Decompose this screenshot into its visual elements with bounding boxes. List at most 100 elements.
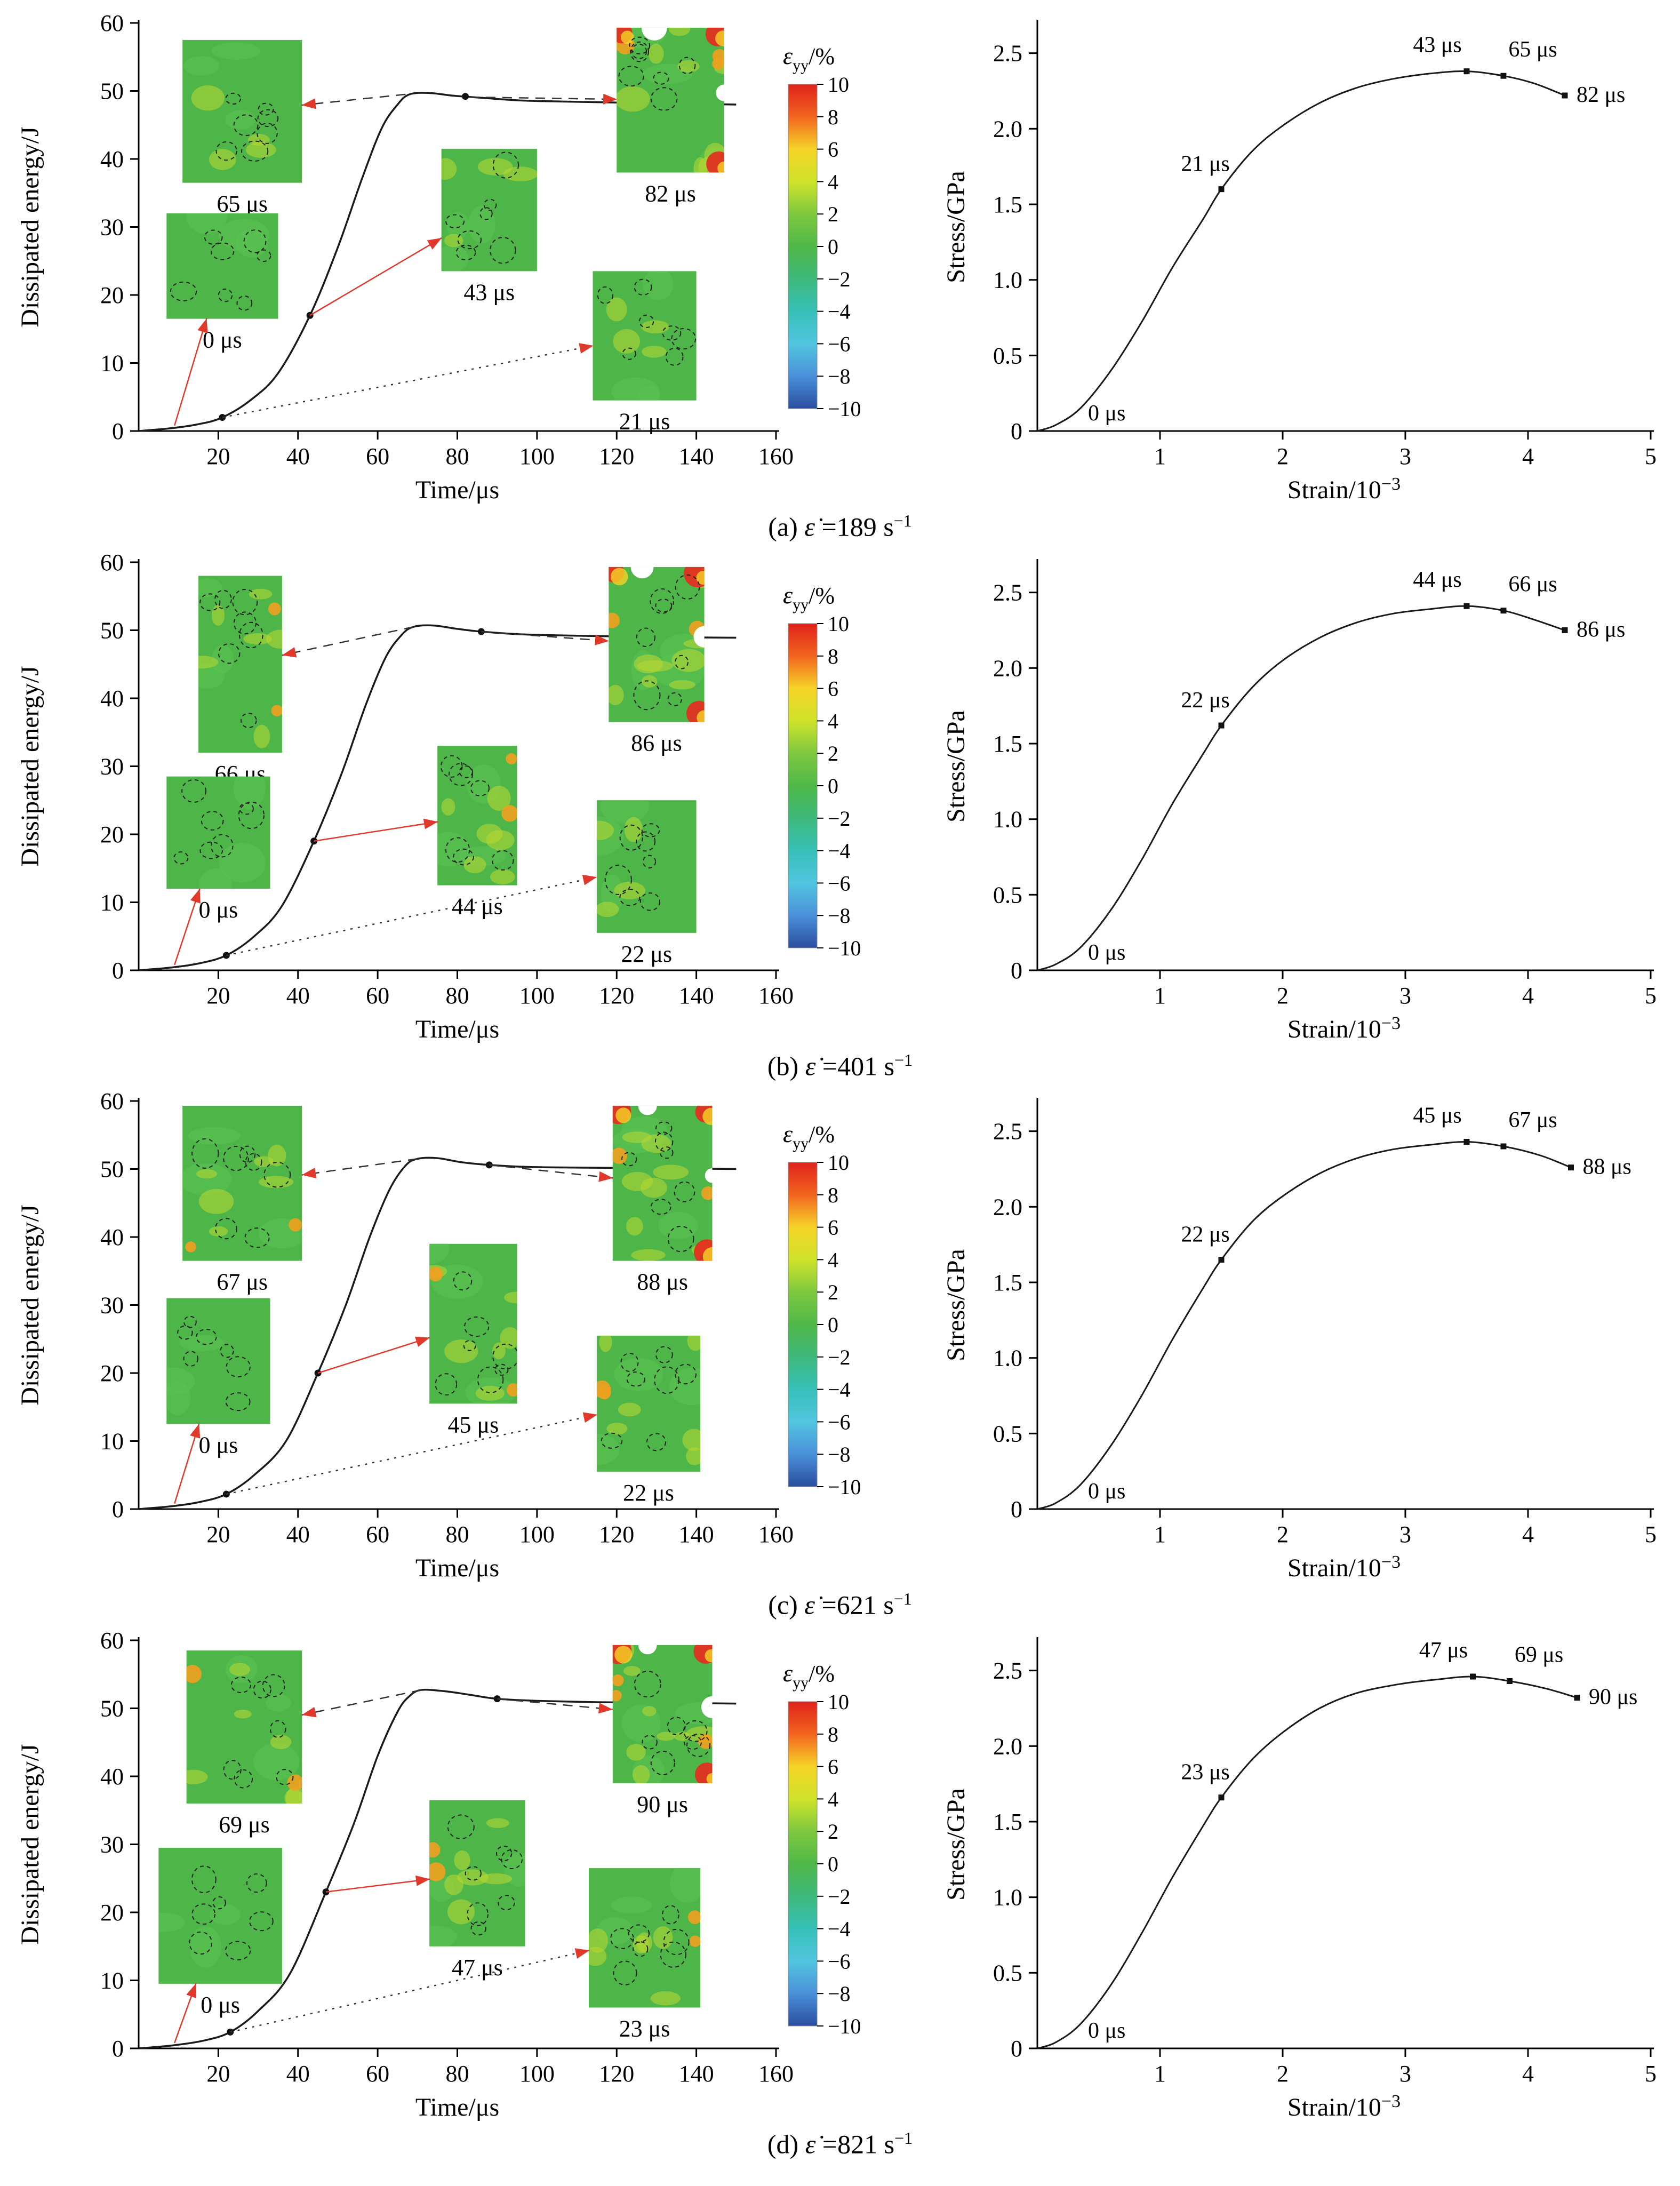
point-label: 82 μs [1577,83,1625,107]
hot-blob [506,753,517,764]
void-outline [245,1153,262,1171]
strain-blob [596,901,619,917]
hot-blob [698,1734,713,1749]
inset-label: 69 μs [219,1812,270,1838]
x-tick-label: 20 [206,1521,230,1547]
inset-label: 21 μs [619,409,670,435]
void-outline [491,850,514,871]
inset-specimen: 22 μs [596,800,697,967]
colorbar-tick-label: 4 [828,1248,838,1272]
colorbar-tick-label: 8 [828,1183,838,1207]
y-axis-title: Dissipated energy/J [16,126,44,327]
y-tick-label: 40 [100,1224,124,1250]
void-outline [490,237,516,264]
void-outline [662,325,682,341]
void-outline [218,643,241,664]
arrowhead [301,98,316,109]
inset-label: 67 μs [217,1269,268,1295]
colorbar-tick-label: −6 [828,871,851,895]
x-tick-label: 4 [1522,443,1534,469]
texture-blob [266,1694,291,1712]
damage-halo [614,1646,633,1664]
hot-blob [687,1910,701,1925]
void-outline [173,851,189,865]
void-outline [501,1849,523,1870]
y-axis-title: Dissipated energy/J [16,666,44,866]
y-tick-label: 60 [100,1627,124,1654]
y-tick-label: 50 [100,1695,124,1721]
arrowhead [415,1875,430,1886]
specimen-detail [429,1814,525,1946]
data-point [1463,603,1470,609]
void-outline [453,1271,473,1291]
void-outline [653,71,669,85]
x-tick-label: 5 [1645,983,1657,1009]
strain-blob [259,1176,294,1188]
void-outline [226,1356,251,1378]
axes: 1 2 3 4 5 0 0.5 1.0 1.5 2.0 2.5 Stress/GPa Strain/10… [942,20,1657,504]
axes: 20 40 60 80 100 120 140 160 0 10 20 30 40 50 60 Dissipa… [16,1088,794,1582]
y-tick-label: 40 [100,146,124,172]
colorbar: εyy/%10 8 6 4 2 0 −2 −4 −6 −8 −10 [783,1120,861,1499]
void-outline [253,1680,271,1699]
inset-specimen: 86 μs [609,567,705,756]
arrowhead [595,634,609,645]
colorbar-tick-label: 6 [828,1755,838,1779]
specimen-detail [617,27,724,173]
y-tick-label: 1.0 [993,1345,1022,1371]
texture-blob [235,229,268,258]
strain-blob [441,798,455,816]
y-axis-title: Dissipated energy/J [16,1205,44,1406]
strain-blob [457,1869,489,1886]
caption-value: =821 s [815,2129,895,2159]
y-tick-label: 30 [100,1293,124,1319]
caption-prefix: (b) [767,1051,805,1081]
void-outline [633,680,661,710]
strain-blob [609,684,624,705]
strain-blob [637,660,674,672]
damage-blob [693,1645,713,1664]
specimen-detail [609,567,705,722]
inset-specimen: 23 μs [588,1868,701,2041]
strain-blob [490,869,515,884]
inset-label: 0 μs [203,327,242,353]
arrowhead [579,343,594,354]
stress-chart-b: 1 2 3 4 5 0 0.5 1.0 1.5 2.0 2.5 Stress/GPa Strain/10… [942,559,1657,1043]
data-point [1218,722,1225,729]
void-outline [445,837,470,863]
y-tick-label: 40 [100,1764,124,1790]
x-tick-label: 80 [446,983,469,1009]
strain-blob [606,297,627,322]
strain-blob [253,724,270,748]
void-outline [467,1902,489,1926]
y-tick-label: 50 [100,78,124,105]
texture-blob [658,1212,699,1240]
strain-blob [687,1336,701,1351]
hot-blob [268,602,281,616]
y-tick-label: 0 [1011,418,1022,444]
arrowhead [301,1168,317,1179]
inset-label: 22 μs [621,941,672,967]
hot-blob [609,612,620,628]
strain-blob [209,149,236,170]
x-tick-label: 60 [366,983,389,1009]
curve-point [493,1695,501,1703]
damage-halo [705,1649,713,1662]
x-tick-label: 1 [1154,443,1166,469]
void-outline [258,102,274,116]
void-outline [257,109,279,127]
inset-specimen: 44 μs [437,745,517,919]
arrow-line [489,1164,613,1179]
void-outline [210,242,235,260]
y-tick-label: 1.5 [993,1270,1022,1296]
y-tick-label: 50 [100,1156,124,1183]
void-outline [667,1226,694,1252]
colorbar-tick-label: −10 [828,1475,861,1499]
strain-blob [246,141,276,158]
void-outline [622,347,636,360]
hot-blob [712,58,724,70]
data-point [1218,186,1225,193]
figure-row-a: 20 40 60 80 100 120 140 160 0 10 20 30 40 50 60 Dissipa… [5,10,1680,510]
x-axis-title: Strain/10−3 [1287,474,1401,504]
point-label: 65 μs [1508,37,1557,62]
